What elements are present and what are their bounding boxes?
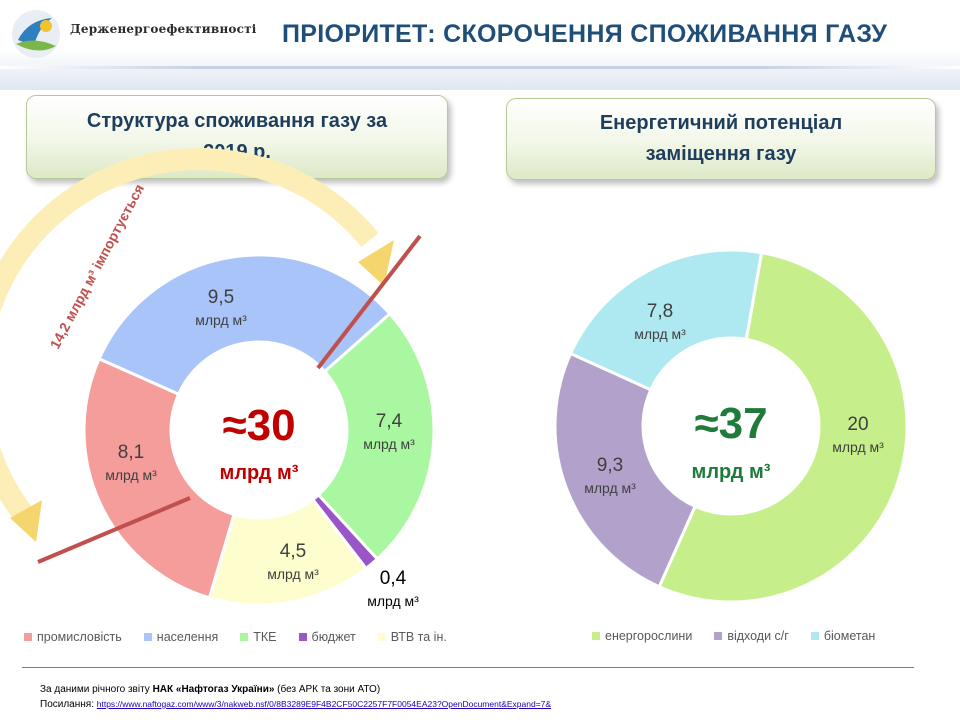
- right-donut-chart: 20 млрд м³ 9,3 млрд м³ 7,8 млрд м³: [553, 248, 909, 604]
- slice-unit-label: млрд м³: [584, 480, 636, 496]
- legend-swatch: [714, 632, 723, 640]
- legend-label: відходи с/г: [727, 629, 789, 643]
- footer-source: За даними річного звіту НАК «Нафтогаз Ук…: [40, 684, 380, 695]
- footer-link[interactable]: https://www.naftogaz.com/www/3/nakweb.ns…: [96, 699, 552, 709]
- slice-left-3: [207, 497, 369, 607]
- right-legend: енергорослини відходи с/г біометан: [592, 629, 897, 643]
- left-center-value: ≈30: [222, 401, 295, 450]
- right-center-unit: млрд м³: [692, 461, 771, 483]
- legend-item: населення: [143, 630, 219, 644]
- legend-label: енергорослини: [605, 629, 693, 643]
- slice-value-label: 0,4: [380, 568, 407, 589]
- slice-value-label: 7,4: [376, 411, 403, 432]
- right-section-title-line1: Енергетичний потенціал: [599, 112, 843, 134]
- slice-unit-label: млрд м³: [367, 593, 419, 609]
- slice-unit-label: млрд м³: [832, 439, 884, 455]
- legend-swatch: [143, 633, 152, 641]
- cut-line-top: [316, 234, 422, 370]
- org-name: Держенергоефективності: [70, 22, 257, 36]
- slice-right-0: [657, 250, 909, 604]
- legend-swatch: [298, 633, 307, 641]
- footer-source-prefix: За даними річного звіту: [40, 684, 153, 695]
- legend-item: промисловість: [24, 630, 122, 644]
- legend-label: бюджет: [311, 630, 356, 644]
- donut-hole: [173, 344, 345, 516]
- legend-swatch: [377, 633, 386, 641]
- slice-right-2: [568, 248, 764, 392]
- slice-right-1: [553, 351, 698, 589]
- legend-label: промисловість: [37, 630, 122, 644]
- legend-item: енергорослини: [592, 629, 692, 643]
- slice-value-label: 9,3: [597, 455, 623, 476]
- legend-label: ТКЕ: [253, 630, 277, 644]
- legend-swatch: [240, 633, 249, 641]
- legend-label: ВТВ та ін.: [390, 630, 447, 644]
- right-section-title-line2: заміщення газу: [645, 143, 797, 165]
- legend-swatch: [592, 632, 600, 640]
- slice-left-0: [97, 253, 392, 397]
- page-title: ПРІОРИТЕТ: СКОРОЧЕННЯ СПОЖИВАННЯ ГАЗУ: [282, 20, 888, 48]
- slice-left-4: [82, 356, 236, 600]
- legend-label: біометан: [823, 629, 876, 643]
- slice-value-label: 8,1: [118, 442, 144, 463]
- agency-logo-icon: [8, 6, 64, 62]
- left-center-unit: млрд м³: [220, 462, 299, 484]
- slice-unit-label: млрд м³: [267, 566, 319, 582]
- header-band: [0, 0, 960, 90]
- legend-item: ВТВ та ін.: [377, 630, 447, 644]
- footer-link-row: Посилання: https://www.naftogaz.com/www/…: [40, 699, 551, 710]
- right-center-value: ≈37: [694, 399, 767, 448]
- slice-unit-label: млрд м³: [363, 436, 415, 452]
- legend-item: відходи с/г: [714, 629, 789, 643]
- slice-unit-label: млрд м³: [634, 326, 686, 342]
- slice-unit-label: млрд м³: [105, 467, 157, 483]
- cut-line-bottom: [37, 496, 191, 564]
- legend-item: бюджет: [298, 630, 356, 644]
- legend-swatch: [810, 632, 819, 640]
- footer-link-label: Посилання:: [40, 699, 97, 710]
- footer-source-org: НАК «Нафтогаз України»: [152, 684, 275, 695]
- header-divider: [0, 66, 960, 69]
- slice-value-label: 20: [847, 414, 868, 435]
- slice-value-label: 7,8: [647, 301, 673, 322]
- import-arrow: [0, 148, 394, 542]
- slice-left-1: [316, 311, 436, 562]
- slice-unit-label: млрд м³: [195, 312, 247, 328]
- slice-value-label: 4,5: [280, 541, 306, 562]
- legend-item: біометан: [810, 629, 876, 643]
- left-donut-chart: 9,5 млрд м³ 7,4 млрд м³ 0,4 млрд м³ 4,5 млрд м³…: [82, 253, 436, 609]
- footer-source-suffix: (без АРК та зони АТО): [274, 684, 381, 695]
- donut-hole: [645, 340, 817, 512]
- legend-item: ТКЕ: [240, 630, 277, 644]
- footer-divider: [22, 667, 914, 668]
- left-legend: промисловість населення ТКЕ бюджет ВТВ та ін…: [24, 630, 469, 644]
- left-section-title-line1: Структура споживання газу за: [86, 110, 388, 132]
- legend-label: населення: [156, 630, 219, 644]
- slice-value-label: 9,5: [208, 287, 234, 308]
- right-section-title-box: Енергетичний потенціал заміщення газу: [506, 98, 936, 180]
- legend-swatch: [24, 633, 32, 641]
